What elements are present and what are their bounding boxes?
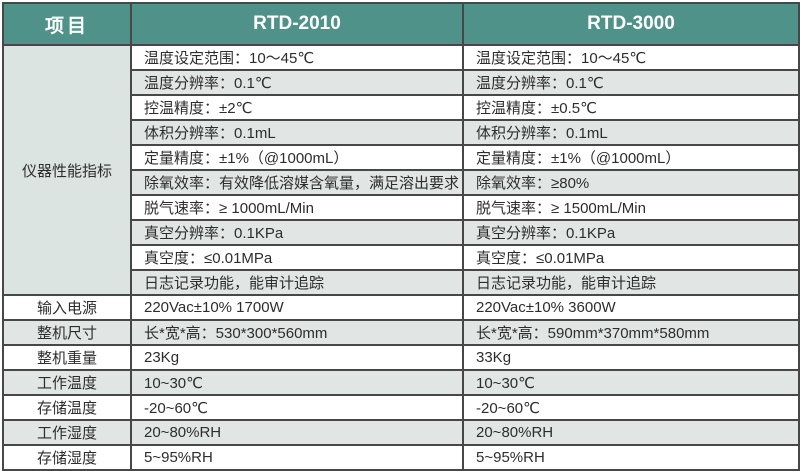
spec-value-cell: 10~30℃ xyxy=(130,369,464,396)
table-row: 日志记录功能，能审计追踪 日志记录功能，能审计追踪 xyxy=(3,269,800,296)
perf-value-cell: 定量精度：±1%（@1000mL） xyxy=(130,144,464,171)
perf-value-cell: 温度设定范围：10～45℃ xyxy=(130,44,464,71)
table-row: 仪器性能指标 温度设定范围：10～45℃ 温度设定范围：10～45℃ xyxy=(2,44,800,296)
perf-value-cell: 控温精度：±0.5℃ xyxy=(462,94,800,121)
spec-label-cell: 存储湿度 xyxy=(2,444,132,471)
table-row: 存储温度 -20~60℃ -20~60℃ xyxy=(2,394,800,421)
table-row: 除氧效率：有效降低溶媒含氧量，满足溶出要求 除氧效率：≥80% xyxy=(3,169,800,196)
spec-label-cell: 工作温度 xyxy=(2,369,132,396)
spec-value-cell: 220Vac±10% 3600W xyxy=(462,294,800,321)
spec-value-cell: 10~30℃ xyxy=(462,369,800,396)
table-row: 输入电源 220Vac±10% 1700W 220Vac±10% 3600W xyxy=(2,294,800,321)
perf-value-cell: 真空分辨率：0.1KPa xyxy=(462,219,800,246)
table-header-row: 项目 RTD-2010 RTD-3000 xyxy=(2,2,800,46)
table-row: 整机尺寸 长*宽*高：530*300*560mm 长*宽*高：590mm*370… xyxy=(2,319,800,346)
spec-value-cell: 23Kg xyxy=(130,344,464,371)
col-header-item: 项目 xyxy=(2,2,132,46)
perf-value-cell: 控温精度：±2℃ xyxy=(130,94,464,121)
table-row: 工作温度 10~30℃ 10~30℃ xyxy=(2,369,800,396)
table-row: 脱气速率：≥ 1000mL/Min 脱气速率：≥ 1500mL/Min xyxy=(3,194,800,221)
spec-label-cell: 输入电源 xyxy=(2,294,132,321)
spec-label-cell: 整机尺寸 xyxy=(2,319,132,346)
perf-value-cell: 温度分辨率：0.1℃ xyxy=(462,69,800,96)
perf-value-cell: 除氧效率：≥80% xyxy=(462,169,800,196)
perf-value-cell: 除氧效率：有效降低溶媒含氧量，满足溶出要求 xyxy=(130,169,464,196)
spec-value-cell: 220Vac±10% 1700W xyxy=(130,294,464,321)
spec-value-cell: 长*宽*高：530*300*560mm xyxy=(130,319,464,346)
table-row: 控温精度：±2℃ 控温精度：±0.5℃ xyxy=(3,94,800,121)
table-row: 存储湿度 5~95%RH 5~95%RH xyxy=(2,444,800,471)
table-row: 真空分辨率：0.1KPa 真空分辨率：0.1KPa xyxy=(3,219,800,246)
perf-value-cell: 真空度：≤0.01MPa xyxy=(130,244,464,271)
perf-value-cell: 日志记录功能，能审计追踪 xyxy=(462,269,800,296)
table-row: 整机重量 23Kg 33Kg xyxy=(2,344,800,371)
perf-value-cell: 脱气速率：≥ 1000mL/Min xyxy=(130,194,464,221)
perf-value-cell: 温度分辨率：0.1℃ xyxy=(130,69,464,96)
spec-value-cell: 5~95%RH xyxy=(130,444,464,471)
spec-value-cell: 33Kg xyxy=(462,344,800,371)
table-row: 温度分辨率：0.1℃ 温度分辨率：0.1℃ xyxy=(3,69,800,96)
perf-value-cell: 定量精度：±1%（@1000mL） xyxy=(462,144,800,171)
table-row: 工作湿度 20~80%RH 20~80%RH xyxy=(2,419,800,446)
perf-value-cell: 日志记录功能，能审计追踪 xyxy=(130,269,464,296)
perf-value-cell: 真空分辨率：0.1KPa xyxy=(130,219,464,246)
perf-value-cell: 体积分辨率：0.1mL xyxy=(130,119,464,146)
spec-value-cell: -20~60℃ xyxy=(462,394,800,421)
table-row: 体积分辨率：0.1mL 体积分辨率：0.1mL xyxy=(3,119,800,146)
perf-value-cell: 体积分辨率：0.1mL xyxy=(462,119,800,146)
spec-label-cell: 工作湿度 xyxy=(2,419,132,446)
spec-value-cell: -20~60℃ xyxy=(130,394,464,421)
table-row: 定量精度：±1%（@1000mL） 定量精度：±1%（@1000mL） xyxy=(3,144,800,171)
perf-value-cell: 真空度：≤0.01MPa xyxy=(462,244,800,271)
perf-value-cell: 温度设定范围：10～45℃ xyxy=(462,44,800,71)
perf-group-cell: 仪器性能指标 xyxy=(2,44,132,296)
spec-value-cell: 5~95%RH xyxy=(462,444,800,471)
spec-label-cell: 存储温度 xyxy=(2,394,132,421)
spec-value-cell: 20~80%RH xyxy=(130,419,464,446)
table-row: 真空度：≤0.01MPa 真空度：≤0.01MPa xyxy=(3,244,800,271)
spec-value-cell: 20~80%RH xyxy=(462,419,800,446)
col-header-rtd2010: RTD-2010 xyxy=(130,2,464,46)
spec-label-cell: 整机重量 xyxy=(2,344,132,371)
spec-value-cell: 长*宽*高：590mm*370mm*580mm xyxy=(462,319,800,346)
col-header-rtd3000: RTD-3000 xyxy=(462,2,800,46)
perf-value-cell: 脱气速率：≥ 1500mL/Min xyxy=(462,194,800,221)
